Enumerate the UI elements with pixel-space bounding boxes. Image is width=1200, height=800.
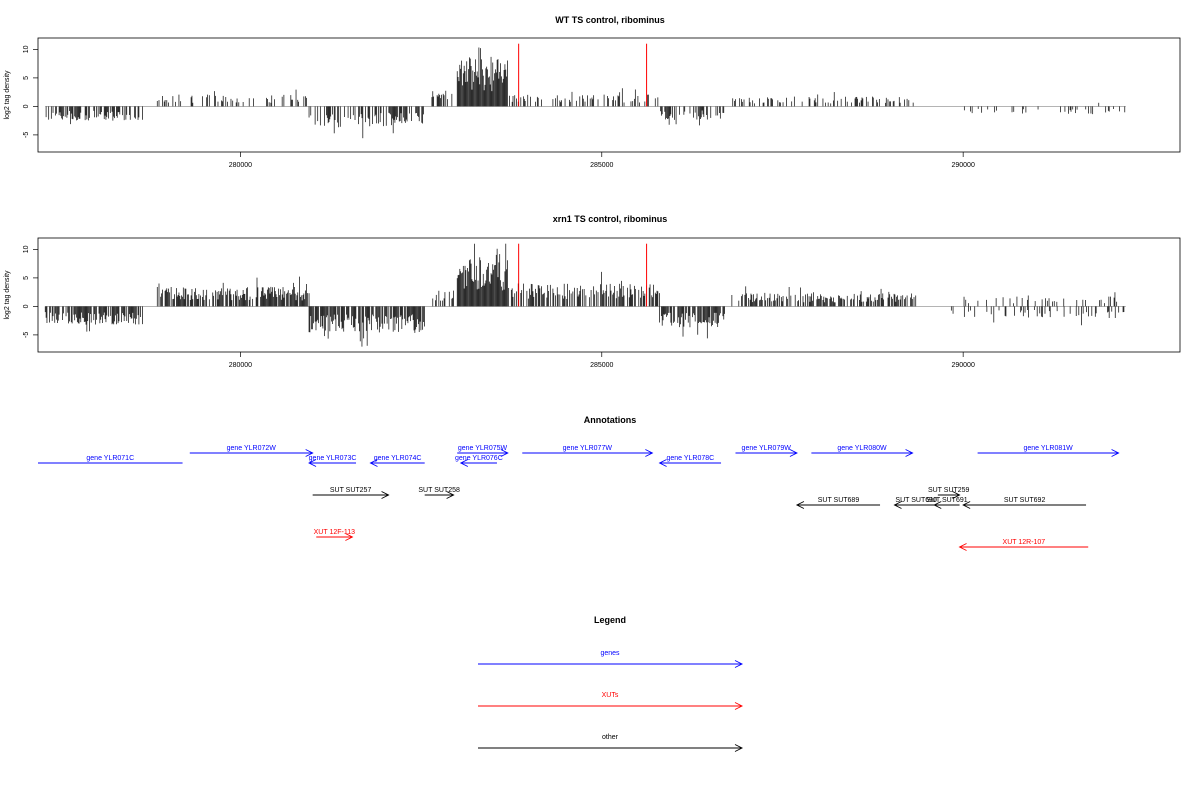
annotation-label: SUT SUT258 [418, 487, 460, 494]
legend-label: genes [600, 650, 620, 657]
y-tick-label: 0 [23, 104, 30, 108]
annotation-label: gene YLR075W [458, 445, 508, 452]
annotation-label: gene YLR071C [86, 455, 134, 462]
y-tick-label: 10 [23, 45, 30, 53]
plot-frame-xrn1 [37, 237, 1181, 353]
bars-xrn1 [44, 243, 1126, 347]
arrowhead-left [795, 501, 805, 509]
arrowhead-right [1111, 449, 1120, 457]
y-tick-label: 5 [23, 276, 30, 280]
annotation-label: SUT SUT259 [928, 487, 970, 494]
y-axis-label-wt: log2 tag density [4, 70, 11, 120]
annotation-label: gene YLR073C [309, 455, 357, 462]
arrowhead-right [734, 660, 744, 668]
x-tick-label: 285000 [590, 362, 613, 369]
arrowhead-right [952, 491, 961, 499]
x-tick-label: 290000 [951, 362, 974, 369]
annotation-label: gene YLR080W [837, 445, 887, 452]
arrowhead-right [446, 491, 455, 499]
x-tick-label: 290000 [951, 162, 974, 169]
y-tick-label: 10 [23, 245, 30, 253]
y-tick-label: 0 [23, 304, 30, 308]
arrowhead-left [459, 459, 469, 467]
arrowhead-left [958, 543, 967, 551]
annotation-label: SUT SUT257 [330, 487, 372, 494]
annotation-label: gene YLR079W [742, 445, 792, 452]
legend: genes XUTs other [478, 650, 744, 752]
arrowhead-left [933, 501, 942, 509]
axes-wt: 280000 285000 290000 -5 0 5 10 [23, 45, 975, 169]
panel-title-wt: WT TS control, ribominus [555, 15, 665, 25]
arrowhead-right [734, 744, 744, 752]
annotation-label: SUT SUT691 [926, 497, 968, 504]
bars-wt [45, 43, 1126, 139]
arrowhead-right [645, 449, 654, 457]
arrowhead-left [893, 501, 902, 509]
legend-label: XUTs [602, 692, 619, 699]
annotation-label: gene YLR076C [455, 455, 503, 462]
arrowhead-right [500, 449, 509, 457]
arrowhead-left [962, 501, 971, 509]
annotation-track: gene YLR071C gene YLR072W gene YLR073C gene… [38, 445, 1120, 551]
arrowhead-right [305, 449, 314, 457]
annotation-label: gene YLR081W [1023, 445, 1073, 452]
arrowhead-left [658, 459, 667, 467]
x-tick-label: 280000 [229, 162, 252, 169]
axes-xrn1: 280000 285000 290000 -5 0 5 10 [23, 245, 975, 369]
arrowhead-left [308, 459, 317, 467]
annotation-label: SUT SUT692 [1004, 497, 1046, 504]
y-tick-label: -5 [23, 132, 30, 138]
panel-wt: WT TS control, ribominus log2 tag densit… [4, 15, 1181, 169]
x-tick-label: 285000 [590, 162, 613, 169]
annotation-label: gene YLR074C [374, 455, 422, 462]
annotation-label: SUT SUT690 [895, 497, 937, 504]
arrowhead-left [369, 459, 378, 467]
panel-title-xrn1: xrn1 TS control, ribominus [553, 214, 668, 224]
annotation-label: gene YLR078C [666, 455, 714, 462]
annotation-label: SUT SUT689 [818, 497, 860, 504]
annotation-label: XUT 12R-107 [1003, 539, 1046, 546]
y-tick-label: -5 [23, 332, 30, 338]
arrowhead-right [905, 449, 914, 457]
annotation-label: XUT 12F-113 [314, 529, 355, 536]
legend-label: other [602, 734, 619, 741]
x-tick-label: 280000 [229, 362, 252, 369]
plot-frame-wt [37, 37, 1181, 153]
arrowhead-right [345, 533, 354, 541]
arrowhead-right [734, 702, 744, 710]
annotations-title: Annotations [584, 415, 637, 425]
panel-xrn1: xrn1 TS control, ribominus log2 tag dens… [4, 214, 1181, 369]
annotation-label: gene YLR077W [563, 445, 613, 452]
annotation-label: gene YLR072W [227, 445, 277, 452]
y-axis-label-xrn1: log2 tag density [4, 270, 11, 320]
y-tick-label: 5 [23, 76, 30, 80]
legend-title: Legend [594, 615, 626, 625]
arrowhead-right [381, 491, 390, 499]
arrowhead-right [789, 449, 798, 457]
